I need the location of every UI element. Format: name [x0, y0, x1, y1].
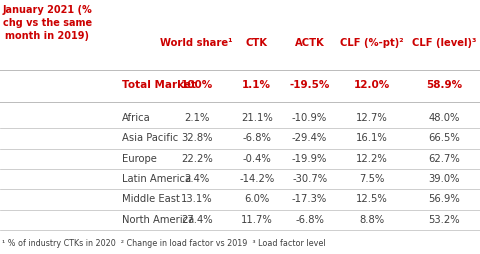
- Text: 1.1%: 1.1%: [242, 80, 271, 90]
- Text: Latin America: Latin America: [122, 174, 192, 184]
- Text: -17.3%: -17.3%: [292, 194, 327, 204]
- Text: Middle East: Middle East: [122, 194, 180, 204]
- Text: 39.0%: 39.0%: [428, 174, 460, 184]
- Text: ACTK: ACTK: [295, 38, 324, 48]
- Text: CLF (%-pt)²: CLF (%-pt)²: [340, 38, 404, 48]
- Text: 62.7%: 62.7%: [428, 154, 460, 164]
- Text: CTK: CTK: [246, 38, 268, 48]
- Text: 2.1%: 2.1%: [184, 113, 209, 123]
- Text: 6.0%: 6.0%: [244, 194, 269, 204]
- Text: 12.5%: 12.5%: [356, 194, 388, 204]
- Text: -0.4%: -0.4%: [242, 154, 271, 164]
- Text: Total Market: Total Market: [122, 80, 196, 90]
- Text: January 2021 (%
chg vs the same
month in 2019): January 2021 (% chg vs the same month in…: [2, 5, 92, 41]
- Text: 12.2%: 12.2%: [356, 154, 388, 164]
- Text: 13.1%: 13.1%: [181, 194, 213, 204]
- Text: 8.8%: 8.8%: [360, 215, 384, 225]
- Text: North America: North America: [122, 215, 195, 225]
- Text: 48.0%: 48.0%: [428, 113, 460, 123]
- Text: 66.5%: 66.5%: [428, 133, 460, 144]
- Text: 12.0%: 12.0%: [354, 80, 390, 90]
- Text: 11.7%: 11.7%: [241, 215, 273, 225]
- Text: -29.4%: -29.4%: [292, 133, 327, 144]
- Text: 100%: 100%: [180, 80, 213, 90]
- Text: World share¹: World share¹: [160, 38, 233, 48]
- Text: -14.2%: -14.2%: [239, 174, 275, 184]
- Text: 2.4%: 2.4%: [184, 174, 209, 184]
- Text: 16.1%: 16.1%: [356, 133, 388, 144]
- Text: 12.7%: 12.7%: [356, 113, 388, 123]
- Text: 32.8%: 32.8%: [181, 133, 213, 144]
- Text: -6.8%: -6.8%: [295, 215, 324, 225]
- Text: 56.9%: 56.9%: [428, 194, 460, 204]
- Text: Africa: Africa: [122, 113, 151, 123]
- Text: -19.5%: -19.5%: [289, 80, 330, 90]
- Text: ¹ % of industry CTKs in 2020  ² Change in load factor vs 2019  ³ Load factor lev: ¹ % of industry CTKs in 2020 ² Change in…: [2, 239, 326, 248]
- Text: -10.9%: -10.9%: [292, 113, 327, 123]
- Text: 53.2%: 53.2%: [428, 215, 460, 225]
- Text: -19.9%: -19.9%: [292, 154, 327, 164]
- Text: 58.9%: 58.9%: [426, 80, 462, 90]
- Text: Europe: Europe: [122, 154, 157, 164]
- Text: -30.7%: -30.7%: [292, 174, 327, 184]
- Text: Asia Pacific: Asia Pacific: [122, 133, 179, 144]
- Text: 27.4%: 27.4%: [181, 215, 213, 225]
- Text: 7.5%: 7.5%: [360, 174, 384, 184]
- Text: 22.2%: 22.2%: [181, 154, 213, 164]
- Text: -6.8%: -6.8%: [242, 133, 271, 144]
- Text: 21.1%: 21.1%: [241, 113, 273, 123]
- Text: CLF (level)³: CLF (level)³: [412, 38, 476, 48]
